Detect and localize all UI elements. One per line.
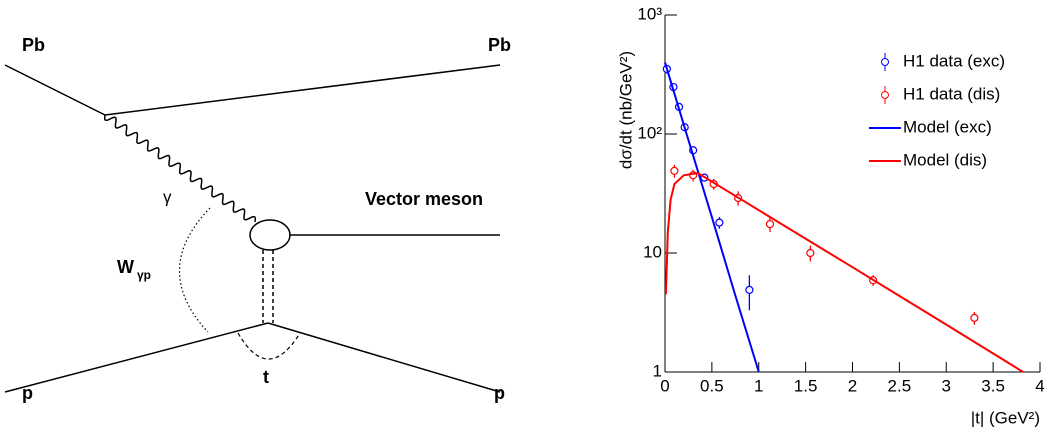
data-point (970, 313, 979, 322)
legend-label: H1 data (exc) (903, 51, 1005, 70)
feynman-diagram (4, 64, 501, 393)
label: γ (163, 187, 172, 206)
data-point (670, 166, 679, 175)
label: γp (137, 268, 151, 282)
y-tick-label: 10 (643, 242, 662, 261)
label: p (22, 383, 33, 403)
t-arc (237, 332, 301, 360)
legend-label: H1 data (dis) (903, 84, 1000, 103)
x-tick-label: 2.5 (888, 376, 912, 395)
pb-in-line (4, 64, 106, 116)
data-point (806, 248, 815, 258)
label: Pb (488, 35, 511, 55)
data-point (765, 219, 775, 229)
chart: 0 0.5 1 1.5 2 2.5 3 3.5 4 1 10 10² 10³ |t| (GeV²) dσ/d… (616, 4, 1044, 427)
x-tick-label: 3 (942, 376, 951, 395)
x-tick-label: 0.5 (700, 376, 724, 395)
x-tick-label: 0 (660, 376, 669, 395)
label: t (263, 367, 269, 387)
legend-swatch (881, 91, 889, 99)
label: p (494, 383, 505, 403)
y-axis-label: dσ/dt (nb/GeV²) (616, 51, 635, 169)
data-point (715, 218, 724, 227)
y-tick-label: 10² (637, 123, 662, 142)
legend-label: Model (dis) (903, 150, 987, 169)
meson-blob (249, 219, 291, 251)
x-tick-label: 4 (1035, 376, 1044, 395)
model-line (664, 171, 1024, 373)
data-point (745, 285, 754, 294)
legend-label: Model (exc) (903, 117, 992, 136)
legend-swatch (881, 58, 889, 66)
pb-out-line (104, 64, 501, 116)
x-tick-label: 2 (848, 376, 857, 395)
photon-line (103, 114, 257, 223)
model-line (664, 62, 760, 373)
x-tick-label: 1.5 (794, 376, 818, 395)
label: Vector meson (365, 189, 483, 209)
p-out-line (267, 322, 501, 393)
p-in-line (4, 322, 269, 393)
label: Pb (22, 35, 45, 55)
y-tick-label: 1 (653, 361, 662, 380)
x-tick-label: 3.5 (981, 376, 1005, 395)
x-tick-label: 1 (754, 376, 763, 395)
w-arc (178, 207, 211, 333)
label: W (117, 257, 134, 277)
x-axis-label: |t| (GeV²) (971, 408, 1040, 427)
y-tick-label: 10³ (637, 4, 662, 23)
